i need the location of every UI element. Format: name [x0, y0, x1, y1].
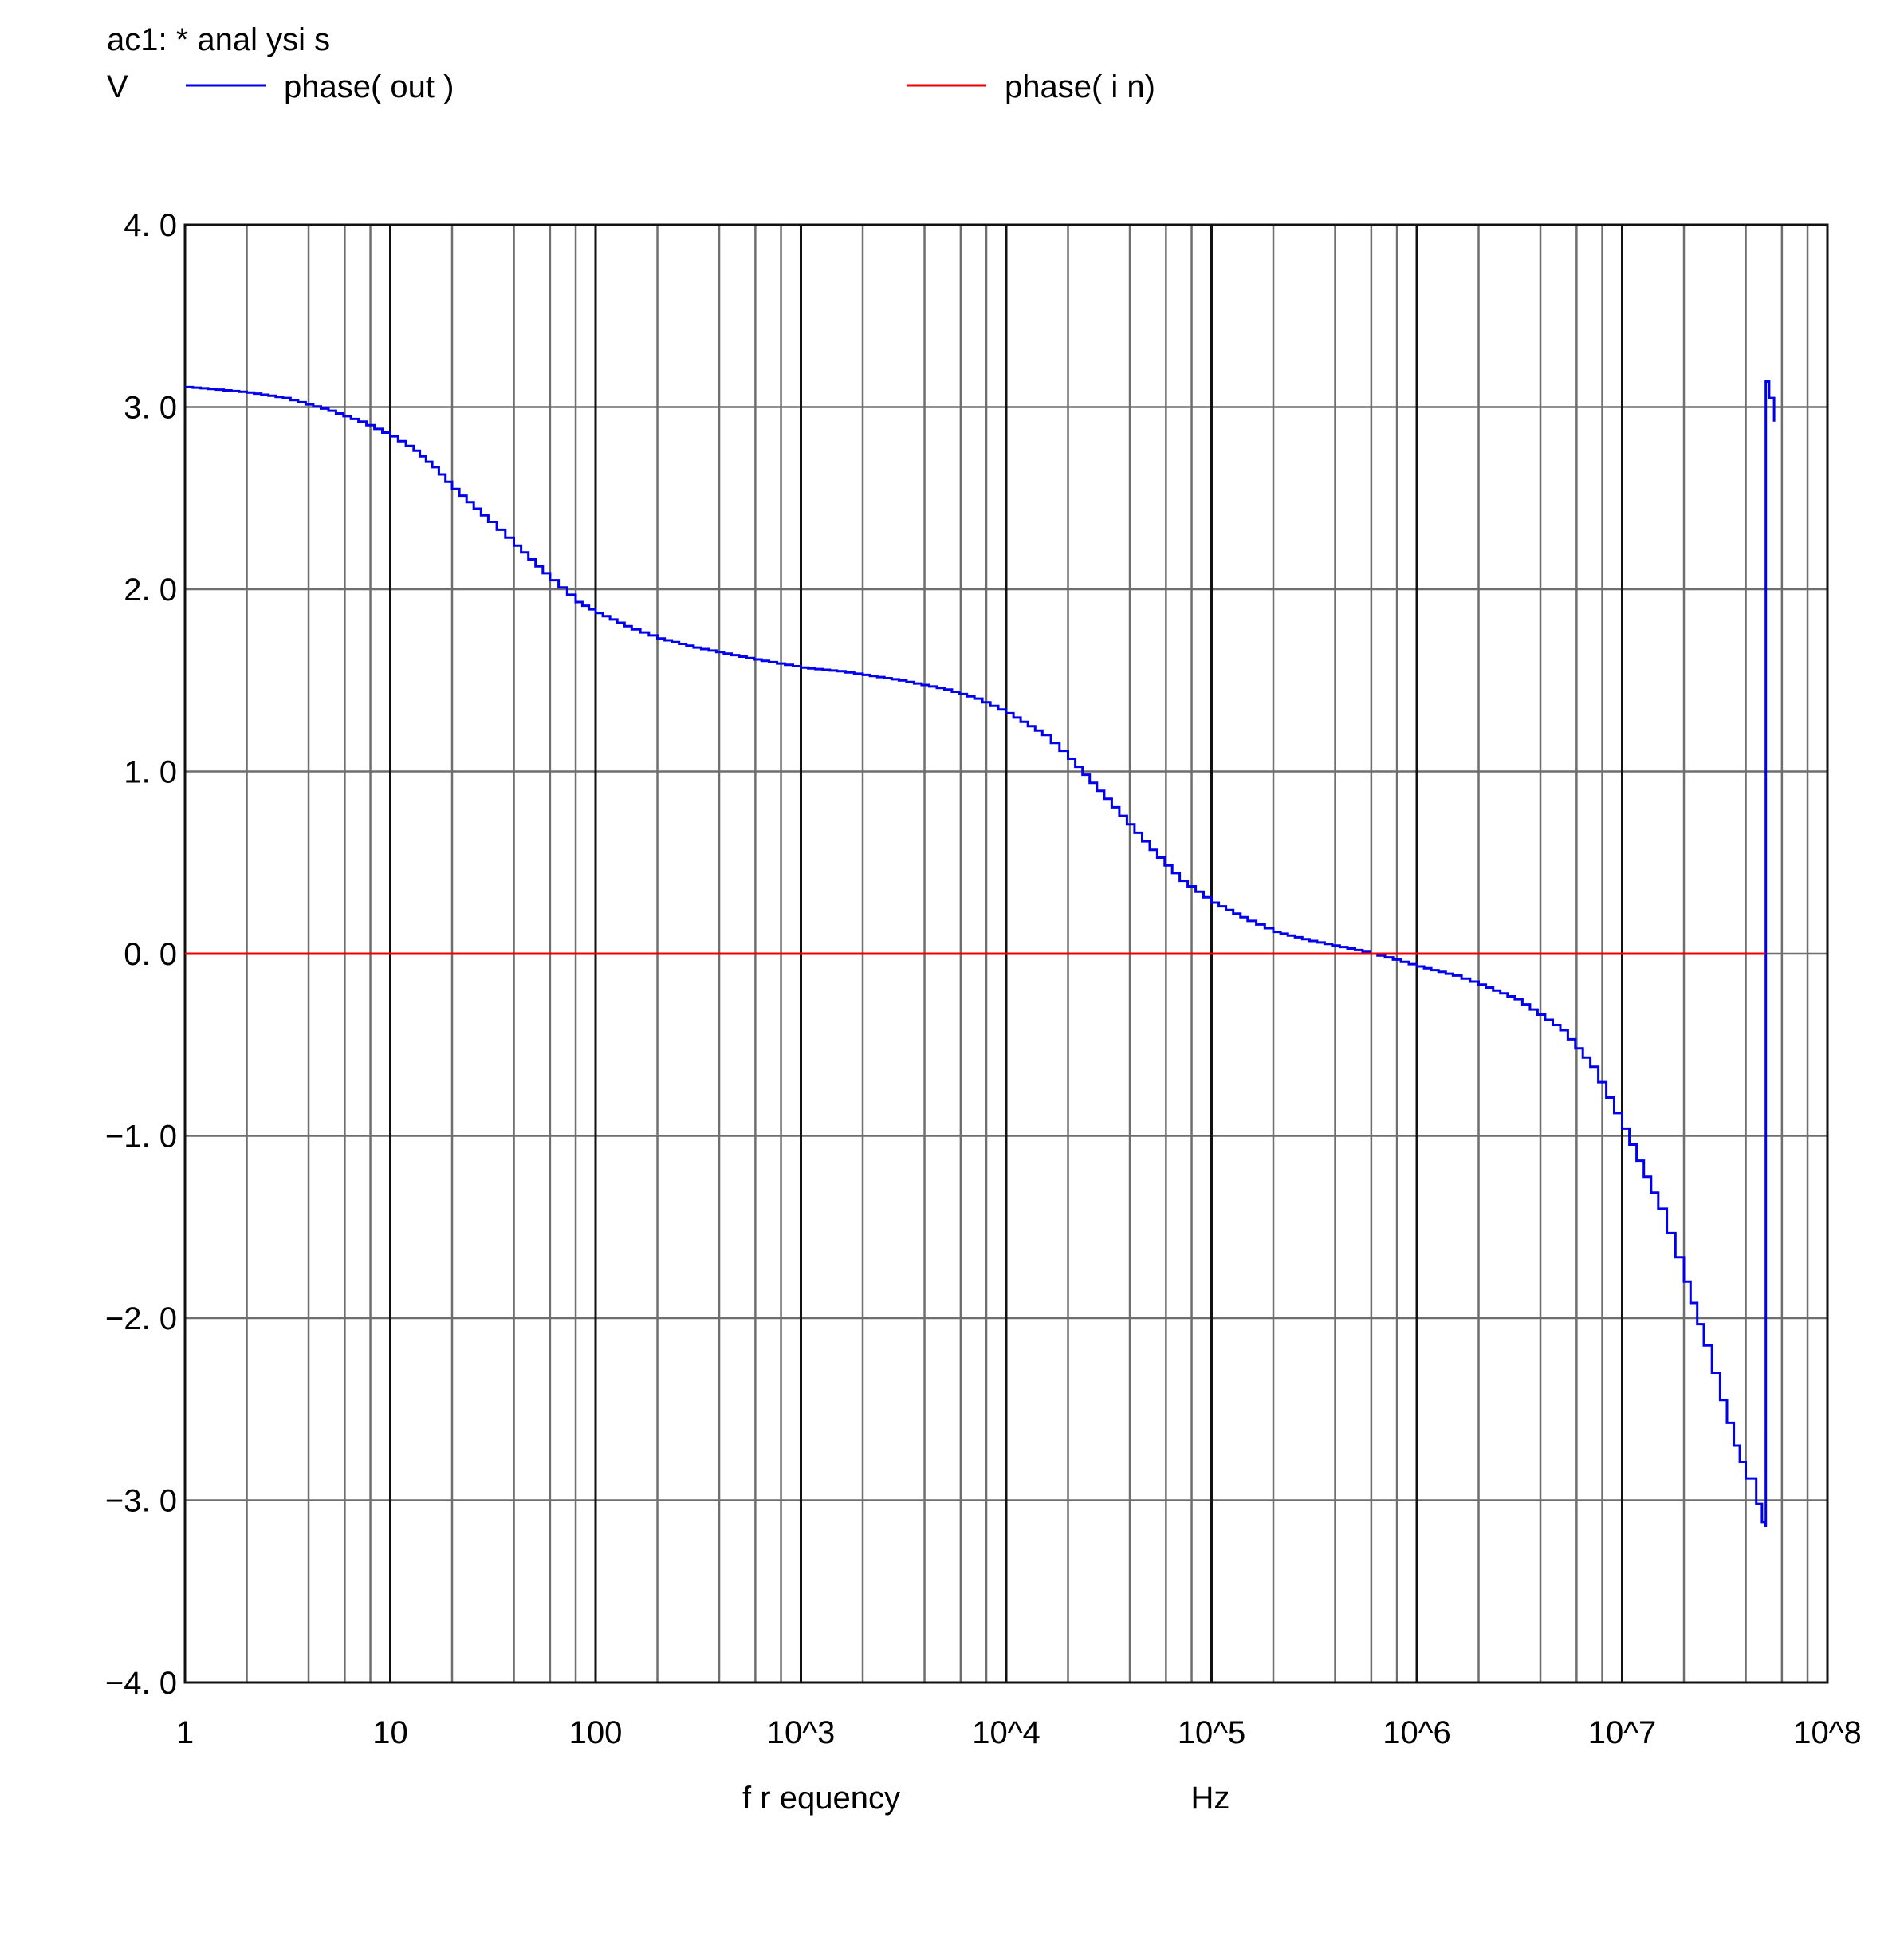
y-tick-label: −3. 0	[105, 1484, 177, 1519]
x-axis-unit: Hz	[1191, 1781, 1230, 1816]
x-tick-label: 1	[176, 1715, 194, 1750]
x-tick-label: 10^3	[767, 1715, 836, 1750]
y-unit-label: V	[107, 69, 128, 104]
y-tick-label: 3. 0	[124, 391, 177, 426]
x-tick-label: 10^7	[1588, 1715, 1657, 1750]
x-axis-label: f r equency	[742, 1781, 900, 1816]
y-tick-label: 1. 0	[124, 755, 177, 790]
x-tick-label: 10^6	[1383, 1715, 1451, 1750]
x-tick-label: 10	[372, 1715, 408, 1750]
x-tick-label: 10^8	[1793, 1715, 1862, 1750]
y-axis-ticks: 4. 0 3. 0 2. 0 1. 0 0. 0 −1. 0 −2. 0 −3. 0 −4. 0	[105, 208, 177, 1701]
y-tick-label: −1. 0	[105, 1120, 177, 1155]
y-tick-label: −4. 0	[105, 1666, 177, 1701]
series	[185, 382, 1774, 1526]
y-tick-label: 4. 0	[124, 208, 177, 243]
legend-label-phase-in: phase( i n)	[1005, 69, 1155, 104]
x-tick-label: 100	[569, 1715, 623, 1750]
y-tick-label: 0. 0	[124, 937, 177, 972]
legend-label-phase-out: phase( out )	[284, 69, 454, 104]
x-tick-label: 10^4	[972, 1715, 1040, 1750]
chart-title: ac1: * anal ysi s	[107, 22, 330, 57]
y-tick-label: 2. 0	[124, 573, 177, 608]
x-tick-label: 10^5	[1178, 1715, 1246, 1750]
y-tick-label: −2. 0	[105, 1301, 177, 1336]
x-axis-ticks: 1 10 100 10^3 10^4 10^5 10^6 10^7 10^8	[176, 1715, 1862, 1750]
legend: phase( out ) phase( i n)	[186, 69, 1155, 104]
